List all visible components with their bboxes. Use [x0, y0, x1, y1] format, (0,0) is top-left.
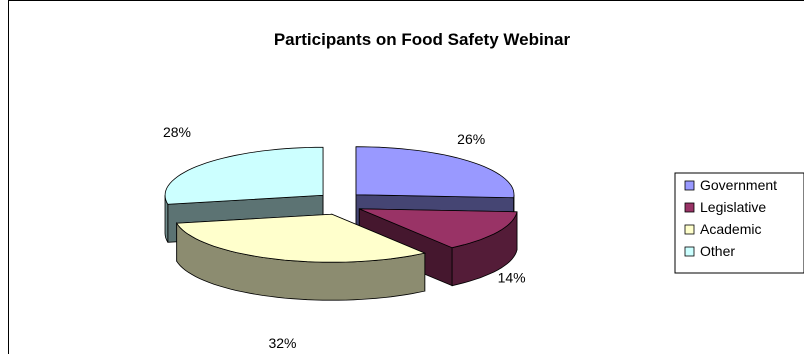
value-label-government: 26%: [457, 131, 485, 147]
slice-top: [164, 146, 324, 205]
legend-swatch: [684, 202, 695, 213]
legend-label: Other: [700, 243, 735, 259]
legend-swatch: [684, 246, 695, 257]
slice-top: [355, 146, 515, 199]
chart-title: Participants on Food Safety Webinar: [274, 30, 571, 49]
pie-slice-legislative: [358, 208, 518, 287]
slice-top: [175, 213, 427, 263]
legend-item-academic: Academic: [684, 221, 761, 237]
value-labels: 26% 14% 32% 28%: [163, 124, 526, 351]
legend-item-other: Other: [684, 243, 735, 259]
legend-swatch: [684, 224, 695, 235]
slice-top: [359, 208, 518, 249]
legend-label: Legislative: [700, 199, 766, 215]
value-label-legislative: 14%: [498, 270, 526, 286]
legend-item-legislative: Legislative: [684, 199, 766, 215]
legend-label: Academic: [700, 221, 761, 237]
pie-layer: [164, 146, 518, 301]
value-label-academic: 32%: [268, 335, 296, 351]
pie-slice-academic: [175, 213, 427, 301]
legend-box: [674, 172, 804, 274]
legend-label: Government: [700, 177, 777, 193]
legend: Government Legislative Academic Other: [674, 172, 804, 274]
legend-swatch: [684, 180, 695, 191]
legend-item-government: Government: [684, 177, 777, 193]
value-label-other: 28%: [163, 124, 191, 140]
